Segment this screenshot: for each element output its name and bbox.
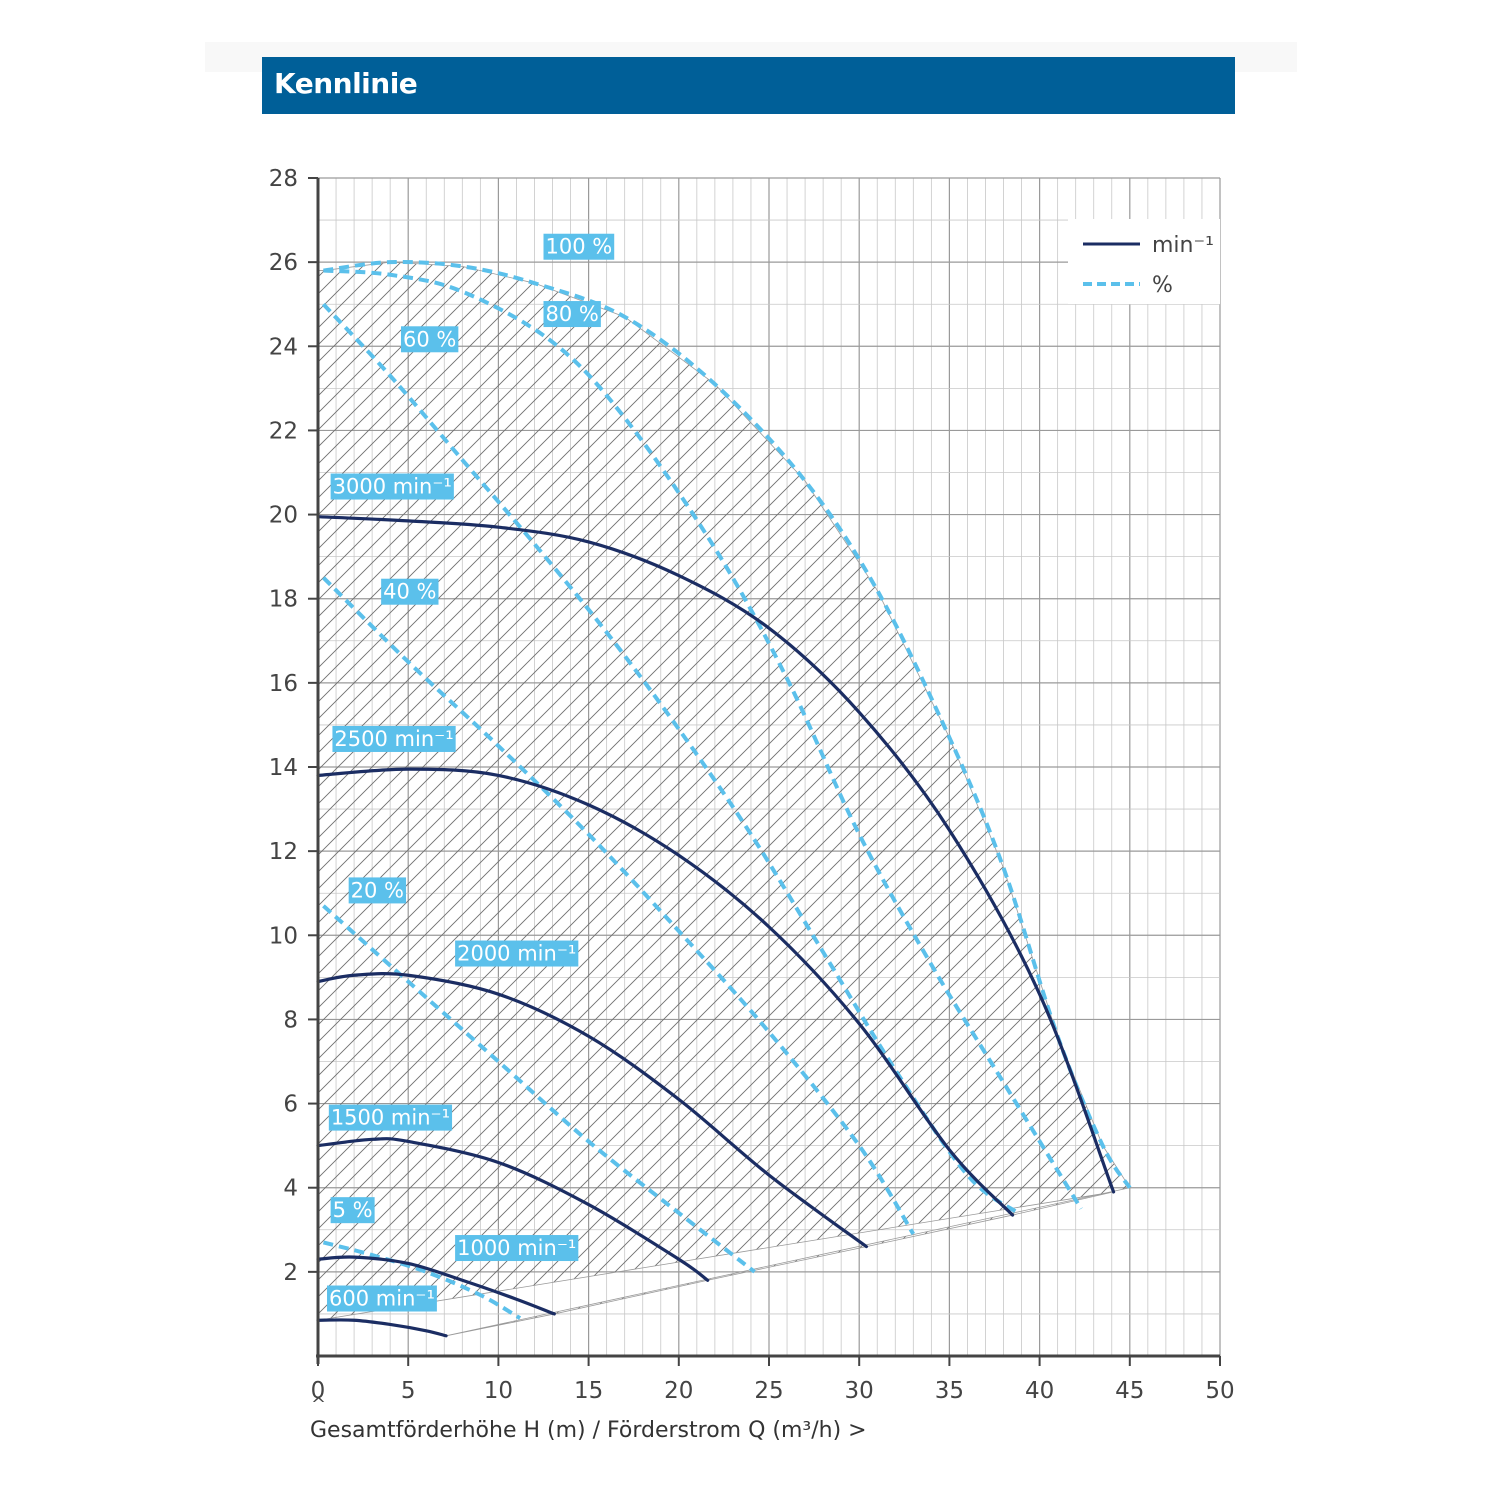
speed_curves-label-3: 1500 min⁻¹ <box>331 1106 450 1130</box>
legend-label-efficiency: % <box>1152 273 1173 298</box>
y-tick-label: 18 <box>269 587 298 613</box>
x-tick-label: 20 <box>664 1378 693 1404</box>
x-tick-label: 10 <box>484 1378 513 1404</box>
x-tick-label: 25 <box>754 1378 783 1404</box>
legend-label-speed: min⁻¹ <box>1152 233 1214 258</box>
efficiency_curves-label-4: 20 % <box>351 878 404 902</box>
y-tick-label: 26 <box>269 250 298 276</box>
efficiency_curves-label-bg-1 <box>543 301 601 328</box>
page-title: Kennlinie <box>274 67 418 100</box>
speed_curves-label-bg-4 <box>455 1235 579 1262</box>
speed_curves-label-bg-0 <box>330 473 454 500</box>
speed-curve-0 <box>316 515 1116 1194</box>
x-tick-label: 15 <box>574 1378 603 1404</box>
header-bar: Kennlinie <box>262 57 1235 114</box>
y-tick-label: 20 <box>269 503 298 529</box>
speed-curve-2 <box>316 971 869 1249</box>
y-tick-label: 4 <box>283 1176 298 1202</box>
efficiency-curve-0 <box>323 259 1132 1189</box>
speed-curve-1 <box>316 767 1015 1217</box>
y-tick-label: 14 <box>269 755 298 781</box>
y-tick-label: 16 <box>269 671 298 697</box>
operating-range-hatch <box>317 261 1131 1337</box>
y-tick-label: 2 <box>283 1260 298 1286</box>
y-tick-label: 28 <box>269 166 298 192</box>
speed-curves <box>316 515 1116 1338</box>
y-tick-label: 24 <box>269 334 298 360</box>
speed-curve-3 <box>316 1137 710 1282</box>
x-tick-label: 30 <box>845 1378 874 1404</box>
efficiency_curves-label-bg-5 <box>330 1197 375 1224</box>
y-tick-label: 8 <box>283 1007 298 1033</box>
speed-curve-5 <box>316 1318 448 1338</box>
curve-labels: 100 % 80 % 60 % 40 % 20 % 5 % 3000 min⁻¹ 2500 m… <box>327 233 615 1312</box>
legend: min⁻¹ % <box>1068 219 1220 304</box>
y-tick-label: 6 <box>283 1092 298 1118</box>
efficiency_curves-label-bg-4 <box>348 877 407 904</box>
speed_curves-label-bg-2 <box>455 940 579 967</box>
axes: 0 5 10 15 20 25 30 35 40 45 5024681012141618202224… <box>269 166 1235 1404</box>
y-axis-caret: ^ <box>311 1394 327 1415</box>
y-tick-label: 12 <box>269 839 298 865</box>
efficiency_curves-label-2: 60 % <box>403 327 456 351</box>
x-tick-label: 0 <box>311 1378 326 1404</box>
x-tick-label: 45 <box>1115 1378 1144 1404</box>
efficiency-curve-3 <box>322 576 916 1236</box>
speed_curves-label-bg-5 <box>327 1285 437 1312</box>
speed_curves-label-2: 2000 min⁻¹ <box>457 942 576 966</box>
x-tick-label: 35 <box>935 1378 964 1404</box>
x-tick-label: 5 <box>401 1378 416 1404</box>
x-tick-label: 40 <box>1025 1378 1054 1404</box>
speed_curves-label-bg-1 <box>332 725 456 752</box>
efficiency_curves-label-1: 80 % <box>546 302 599 326</box>
efficiency-curve-5 <box>322 1240 522 1320</box>
efficiency_curves-label-5: 5 % <box>333 1198 373 1222</box>
speed_curves-label-0: 3000 min⁻¹ <box>333 475 452 499</box>
speed_curves-label-5: 600 min⁻¹ <box>329 1287 435 1311</box>
efficiency_curves-label-3: 40 % <box>383 580 436 604</box>
efficiency_curves-label-bg-2 <box>400 326 459 353</box>
efficiency_curves-label-bg-0 <box>543 233 615 260</box>
y-tick-label: 22 <box>269 418 298 444</box>
efficiency_curves-label-0: 100 % <box>546 235 613 259</box>
efficiency-curve-4 <box>322 904 756 1274</box>
speed_curves-label-bg-3 <box>328 1104 453 1131</box>
x-axis-title: Gesamtförderhöhe H (m) / Förderstrom Q (… <box>310 1418 867 1443</box>
x-tick-label: 50 <box>1205 1378 1234 1404</box>
efficiency_curves-label-bg-3 <box>381 578 439 605</box>
speed_curves-label-4: 1000 min⁻¹ <box>457 1236 576 1260</box>
efficiency-curve-1 <box>323 268 1083 1210</box>
y-tick-label: 10 <box>269 923 298 949</box>
speed_curves-label-1: 2500 min⁻¹ <box>334 727 453 751</box>
speed-curve-4 <box>316 1255 556 1316</box>
